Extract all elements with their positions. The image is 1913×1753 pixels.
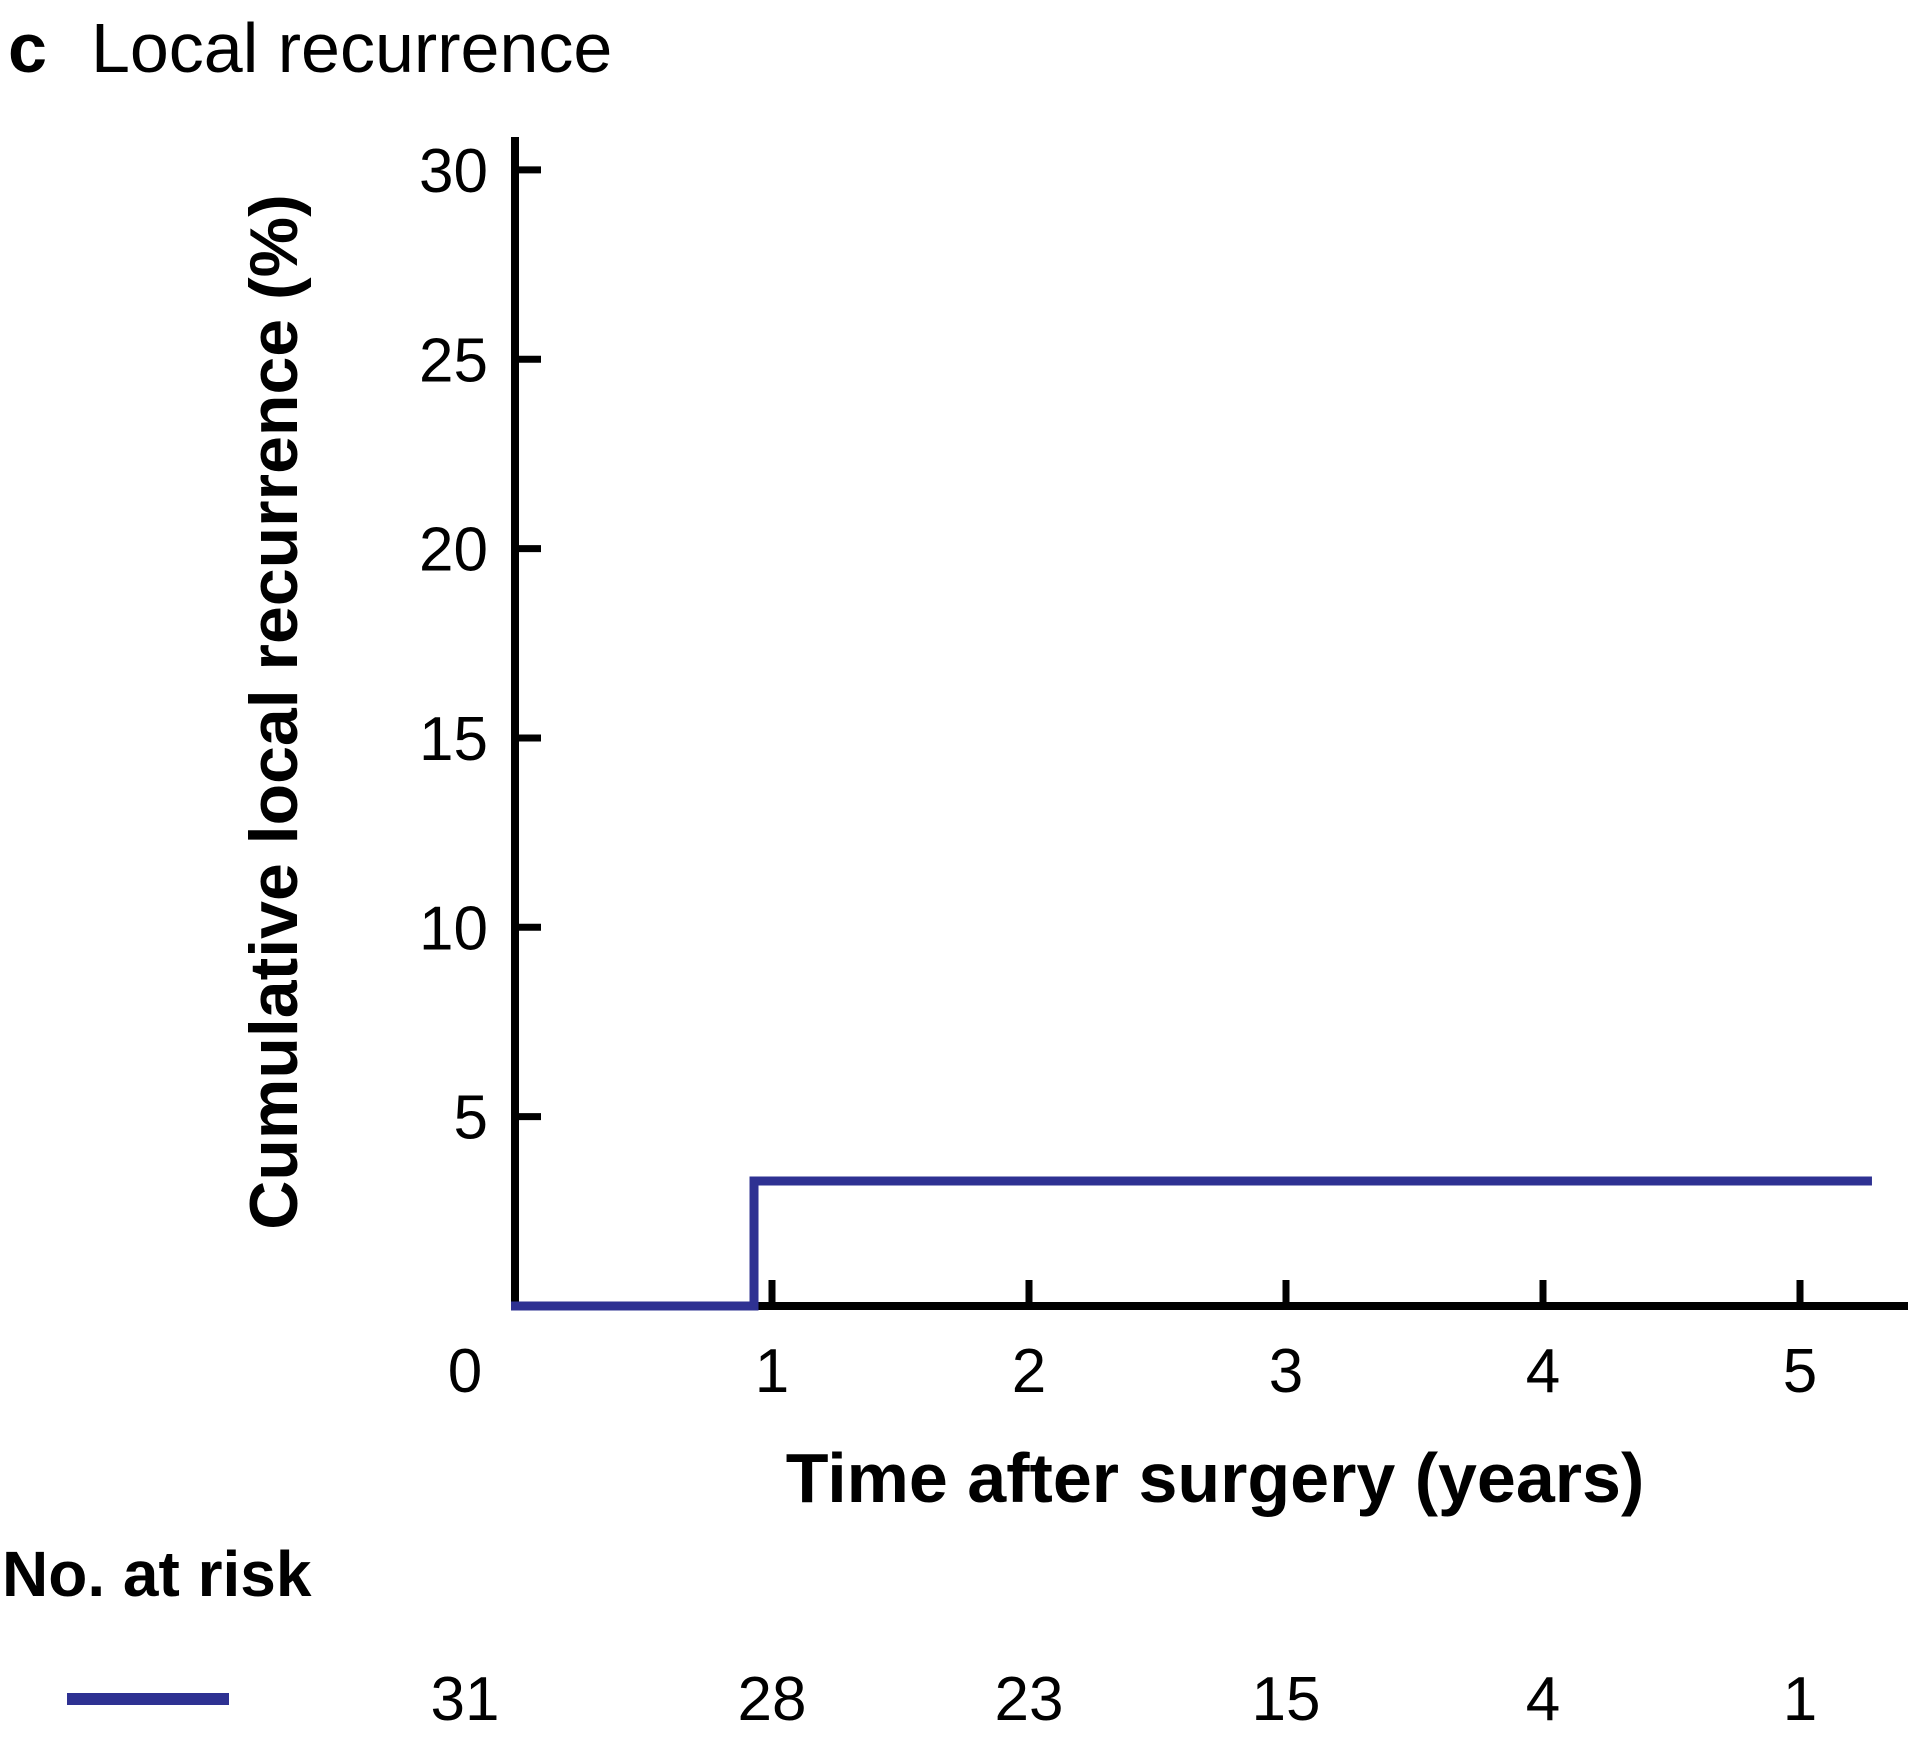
y-tick-label: 10 — [419, 894, 488, 963]
at-risk-count: 23 — [995, 1665, 1064, 1734]
local-recurrence-curve — [511, 1176, 1872, 1311]
figure-title-text: Local recurrence — [90, 9, 613, 87]
at-risk-heading: No. at risk — [2, 1538, 312, 1610]
x-tick-label: 2 — [1012, 1337, 1046, 1406]
x-tick-label: 5 — [1783, 1337, 1817, 1406]
survival-curve-group — [511, 1176, 1872, 1311]
at-risk-count: 1 — [1783, 1665, 1817, 1734]
figure-title: c Local recurrence — [8, 9, 613, 87]
at-risk-row: 31 28 23 15 4 1 — [67, 1665, 1817, 1734]
at-risk-count: 28 — [738, 1665, 807, 1734]
at-risk-count: 4 — [1526, 1665, 1560, 1734]
axes: 5 10 15 20 25 30 0 1 2 3 4 5 — [419, 137, 1908, 1406]
x-tick-label: 1 — [755, 1337, 789, 1406]
y-axis-label: Cumulative local recurrence (%) — [236, 194, 312, 1229]
y-tick-label: 15 — [419, 705, 488, 774]
at-risk-count: 15 — [1252, 1665, 1321, 1734]
x-tick-label: 3 — [1269, 1337, 1303, 1406]
y-tick-label: 20 — [419, 516, 488, 585]
x-tick-label: 4 — [1526, 1337, 1560, 1406]
y-tick-label: 25 — [419, 326, 488, 395]
x-axis-label: Time after surgery (years) — [786, 1439, 1645, 1517]
at-risk-count: 31 — [431, 1665, 500, 1734]
y-tick-label: 5 — [454, 1084, 488, 1153]
x-tick-label: 0 — [448, 1337, 482, 1406]
y-tick-label: 30 — [419, 137, 488, 206]
panel-letter: c — [8, 9, 47, 87]
